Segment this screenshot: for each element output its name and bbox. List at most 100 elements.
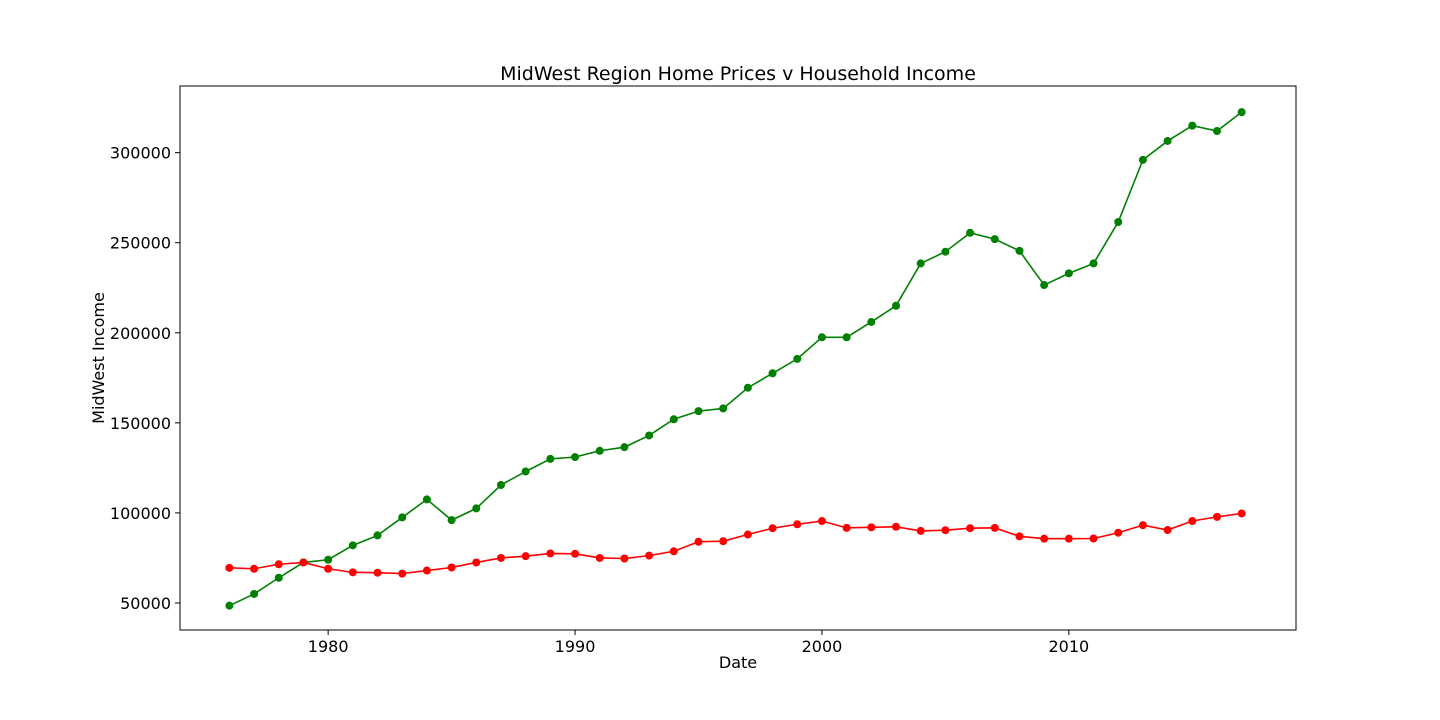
data-point [670, 547, 678, 555]
y-tick-label: 150000 [110, 414, 171, 433]
data-point [892, 302, 900, 310]
data-point [620, 554, 628, 562]
data-point [596, 554, 604, 562]
data-point [250, 565, 258, 573]
series-line-household-income [229, 513, 1241, 573]
data-point [694, 407, 702, 415]
data-point [1114, 529, 1122, 537]
y-axis-label: MidWest Income [89, 292, 108, 424]
data-point [1164, 526, 1172, 534]
data-point [324, 556, 332, 564]
data-point [1139, 521, 1147, 529]
data-point [275, 560, 283, 568]
y-tick-label: 200000 [110, 324, 171, 343]
data-point [670, 415, 678, 423]
data-point [793, 520, 801, 528]
y-tick-label: 100000 [110, 504, 171, 523]
data-point [769, 369, 777, 377]
data-point [645, 552, 653, 560]
data-point [546, 455, 554, 463]
data-point [571, 453, 579, 461]
data-point [522, 467, 530, 475]
data-point [472, 504, 480, 512]
data-point [966, 229, 974, 237]
data-point [423, 567, 431, 575]
data-point [892, 523, 900, 531]
data-point [991, 524, 999, 532]
plot-area: 1980 1990 2000 2010 50000 100000 150000 200000 2… [110, 86, 1296, 656]
data-point [497, 554, 505, 562]
data-point [867, 318, 875, 326]
data-point [522, 552, 530, 560]
data-point [917, 259, 925, 267]
data-point [1139, 156, 1147, 164]
data-point [596, 447, 604, 455]
data-point [744, 384, 752, 392]
data-point [1213, 513, 1221, 521]
data-point [991, 235, 999, 243]
data-point [1188, 517, 1196, 525]
data-point [225, 602, 233, 610]
data-point [1164, 137, 1172, 145]
data-point [645, 431, 653, 439]
data-point [1090, 259, 1098, 267]
y-tick-label: 300000 [110, 144, 171, 163]
data-point [1114, 218, 1122, 226]
data-point [1090, 534, 1098, 542]
data-point [818, 517, 826, 525]
data-point [448, 563, 456, 571]
x-tick-label: 2010 [1048, 637, 1089, 656]
x-tick-label: 1990 [555, 637, 596, 656]
data-point [374, 569, 382, 577]
data-point [793, 355, 801, 363]
data-point [448, 516, 456, 524]
data-point [1015, 247, 1023, 255]
data-point [275, 574, 283, 582]
data-point [546, 549, 554, 557]
y-tick-label: 250000 [110, 234, 171, 253]
data-point [324, 565, 332, 573]
data-point [472, 558, 480, 566]
data-point [374, 531, 382, 539]
data-point [1015, 532, 1023, 540]
data-point [571, 550, 579, 558]
data-point [299, 558, 307, 566]
data-point [719, 404, 727, 412]
data-point [769, 524, 777, 532]
data-point [620, 443, 628, 451]
series-line-home-prices [229, 112, 1241, 606]
data-point [1065, 269, 1073, 277]
data-point [744, 531, 752, 539]
data-point [1238, 509, 1246, 517]
data-point [917, 527, 925, 535]
data-point [423, 495, 431, 503]
data-point [941, 248, 949, 256]
x-tick-label: 2000 [802, 637, 843, 656]
data-point [497, 481, 505, 489]
data-point [398, 513, 406, 521]
data-point [867, 523, 875, 531]
data-point [843, 524, 851, 532]
data-point [1213, 127, 1221, 135]
data-point [1238, 108, 1246, 116]
data-point [941, 526, 949, 534]
data-point [719, 537, 727, 545]
data-point [1040, 535, 1048, 543]
x-tick-label: 1980 [308, 637, 349, 656]
data-point [349, 568, 357, 576]
x-axis-label: Date [719, 653, 757, 672]
data-point [349, 541, 357, 549]
data-point [225, 564, 233, 572]
data-point [398, 570, 406, 578]
data-point [1188, 122, 1196, 130]
data-point [250, 590, 258, 598]
data-point [843, 333, 851, 341]
data-point [818, 333, 826, 341]
chart-title: MidWest Region Home Prices v Household I… [500, 63, 976, 85]
data-point [1040, 281, 1048, 289]
data-point [1065, 535, 1073, 543]
data-point [694, 538, 702, 546]
y-tick-label: 50000 [120, 594, 171, 613]
